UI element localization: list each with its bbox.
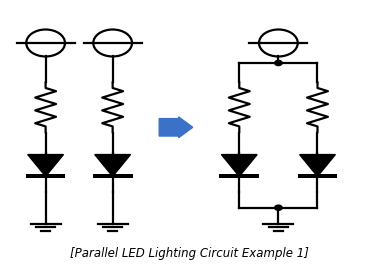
Circle shape: [275, 60, 282, 65]
Polygon shape: [159, 117, 193, 138]
Polygon shape: [28, 154, 64, 176]
Polygon shape: [222, 154, 257, 176]
Polygon shape: [300, 154, 335, 176]
Polygon shape: [95, 154, 130, 176]
Circle shape: [275, 205, 282, 210]
Text: [Parallel LED Lighting Circuit Example 1]: [Parallel LED Lighting Circuit Example 1…: [70, 247, 308, 260]
